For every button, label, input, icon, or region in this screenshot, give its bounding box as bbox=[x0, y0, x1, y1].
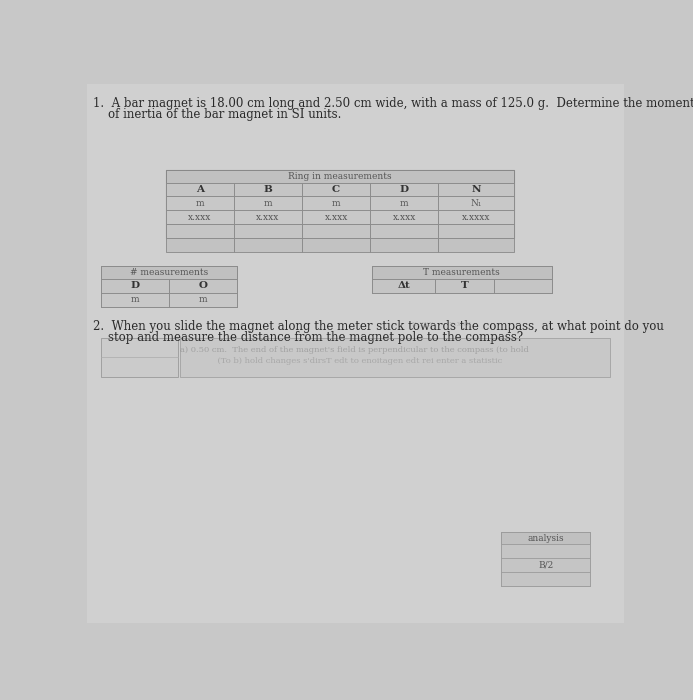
Bar bbox=[501, 532, 590, 545]
Text: (To b) hold changes s'dirsT edt to enoitagen edt rei enter a statistic: (To b) hold changes s'dirsT edt to enoit… bbox=[207, 357, 502, 365]
Bar bbox=[234, 197, 302, 210]
Bar bbox=[166, 197, 234, 210]
Text: m: m bbox=[332, 199, 340, 208]
Bar bbox=[501, 572, 590, 586]
Text: # measurements: # measurements bbox=[130, 268, 208, 277]
Bar bbox=[166, 170, 514, 238]
Text: x.xxx: x.xxx bbox=[393, 213, 416, 222]
Bar bbox=[501, 532, 590, 586]
Bar bbox=[439, 197, 514, 210]
Text: C: C bbox=[332, 185, 340, 194]
Bar bbox=[234, 210, 302, 224]
Text: A: A bbox=[196, 185, 204, 194]
Bar bbox=[439, 224, 514, 238]
Text: T: T bbox=[461, 281, 468, 290]
Bar bbox=[372, 279, 435, 293]
Text: m: m bbox=[195, 199, 204, 208]
Bar bbox=[100, 279, 169, 293]
Text: x.xxx      x.xxx: x.xxx x.xxx bbox=[412, 321, 471, 328]
Bar bbox=[100, 338, 178, 377]
Text: m: m bbox=[130, 295, 139, 304]
Bar bbox=[100, 293, 169, 307]
Bar bbox=[166, 210, 234, 224]
Bar bbox=[493, 279, 552, 293]
Bar bbox=[100, 267, 237, 307]
Bar bbox=[169, 279, 237, 293]
Text: Ring in measurements: Ring in measurements bbox=[288, 172, 392, 181]
Bar bbox=[370, 224, 439, 238]
Bar bbox=[501, 559, 590, 572]
Text: N: N bbox=[472, 185, 481, 194]
Text: analysis: analysis bbox=[527, 534, 564, 542]
Text: x.xxx: x.xxx bbox=[188, 213, 211, 222]
Text: m: m bbox=[400, 199, 409, 208]
Text: O: O bbox=[198, 281, 207, 290]
Bar bbox=[372, 267, 552, 293]
Bar bbox=[100, 267, 237, 279]
Bar bbox=[234, 183, 302, 197]
Text: D: D bbox=[130, 281, 139, 290]
Bar bbox=[439, 210, 514, 224]
Text: Δt: Δt bbox=[397, 281, 410, 290]
Bar bbox=[435, 279, 493, 293]
Bar bbox=[169, 293, 237, 307]
Bar bbox=[166, 170, 514, 183]
Bar bbox=[166, 238, 234, 252]
Text: of inertia of the bar magnet in SI units.: of inertia of the bar magnet in SI units… bbox=[93, 108, 341, 121]
Bar bbox=[234, 238, 302, 252]
Bar bbox=[166, 224, 234, 238]
Bar bbox=[501, 545, 590, 559]
Text: x.xxx: x.xxx bbox=[324, 213, 348, 222]
Text: B/2: B/2 bbox=[538, 561, 554, 570]
Text: a) 0.50 cm.  The end of the magnet's field is perpendicular to the compass (to h: a) 0.50 cm. The end of the magnet's fiel… bbox=[180, 346, 529, 354]
Text: B: B bbox=[263, 185, 272, 194]
Bar bbox=[439, 183, 514, 197]
Text: T measurements: T measurements bbox=[423, 268, 500, 277]
Text: N₁: N₁ bbox=[471, 199, 482, 208]
Bar bbox=[370, 183, 439, 197]
Bar bbox=[166, 183, 234, 197]
Bar bbox=[439, 238, 514, 252]
Text: x.xxxx: x.xxxx bbox=[462, 213, 491, 222]
Bar bbox=[370, 197, 439, 210]
Text: 2.  When you slide the magnet along the meter stick towards the compass, at what: 2. When you slide the magnet along the m… bbox=[93, 321, 664, 333]
Bar bbox=[302, 238, 370, 252]
Text: stop and measure the distance from the magnet pole to the compass?: stop and measure the distance from the m… bbox=[93, 331, 523, 344]
Bar bbox=[179, 338, 610, 377]
Bar bbox=[302, 183, 370, 197]
Text: D: D bbox=[400, 185, 409, 194]
Bar bbox=[234, 224, 302, 238]
Text: x.xxx: x.xxx bbox=[256, 213, 280, 222]
Bar bbox=[372, 267, 552, 279]
Bar bbox=[370, 210, 439, 224]
Text: m: m bbox=[199, 295, 207, 304]
Bar bbox=[302, 197, 370, 210]
Text: m: m bbox=[263, 199, 272, 208]
Bar bbox=[302, 210, 370, 224]
Bar bbox=[302, 224, 370, 238]
Text: 1.  A bar magnet is 18.00 cm long and 2.50 cm wide, with a mass of 125.0 g.  Det: 1. A bar magnet is 18.00 cm long and 2.5… bbox=[93, 97, 693, 110]
Bar bbox=[370, 238, 439, 252]
